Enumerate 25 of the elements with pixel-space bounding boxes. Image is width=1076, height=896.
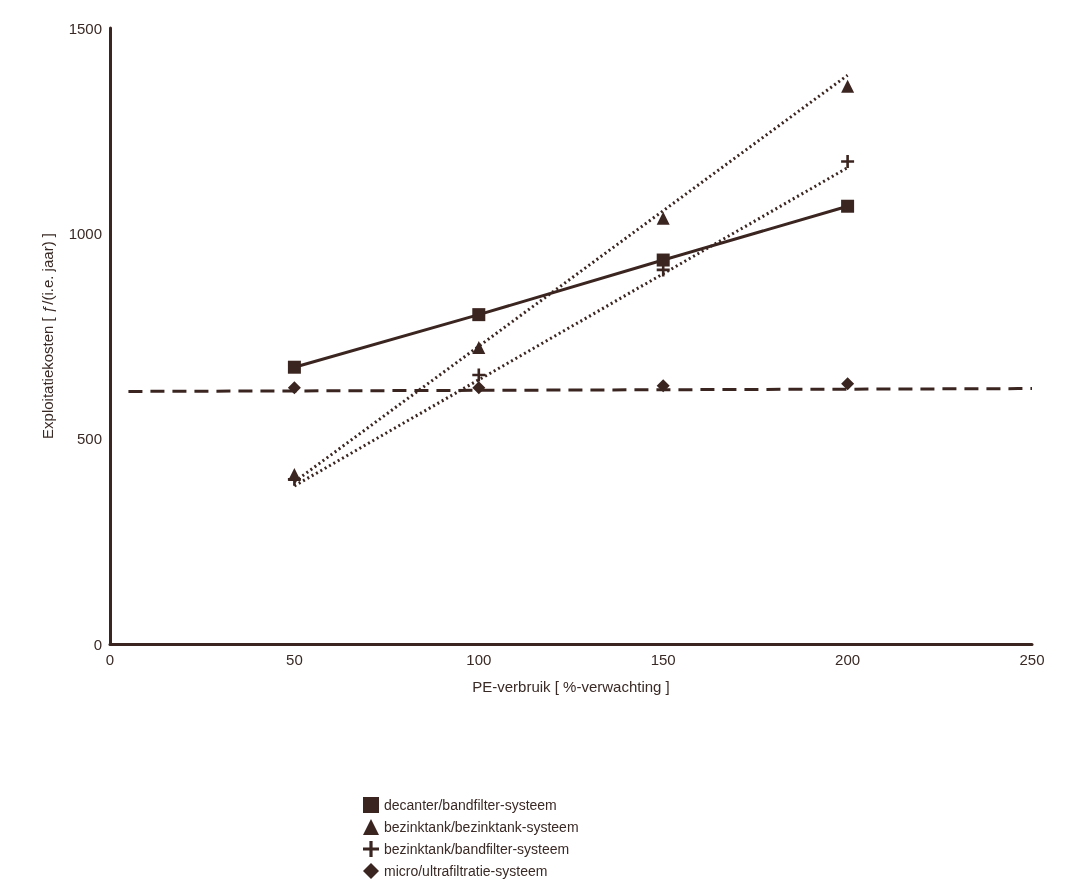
x-tick-label: 50 bbox=[286, 651, 303, 668]
x-tick-label: 200 bbox=[835, 651, 861, 668]
point bbox=[841, 199, 855, 213]
x-tick-label: 100 bbox=[466, 651, 492, 668]
legend-label: decanter/bandfilter-systeem bbox=[384, 797, 557, 813]
point bbox=[656, 253, 670, 267]
legend-label: micro/ultrafiltratie-systeem bbox=[384, 863, 548, 879]
y-tick-label: 1000 bbox=[68, 224, 102, 242]
point bbox=[841, 79, 855, 93]
point bbox=[841, 377, 855, 391]
x-axis-title: PE-verbruik [ %-verwachting ] bbox=[472, 678, 670, 695]
y-tick-label: 0 bbox=[93, 635, 102, 653]
point bbox=[287, 360, 301, 374]
x-tick-label: 0 bbox=[105, 651, 115, 668]
legend-label: bezinktank/bandfilter-systeem bbox=[384, 841, 570, 857]
y-axis-title: Exploitatiekosten [ ƒ/(i.e. jaar) ] bbox=[39, 233, 56, 439]
x-tick-label: 250 bbox=[1019, 651, 1045, 668]
point bbox=[656, 211, 670, 225]
legend-label: bezinktank/bezinktank-systeem bbox=[384, 819, 579, 835]
y-tick-label: 1500 bbox=[68, 19, 102, 37]
point bbox=[472, 368, 486, 382]
y-tick-label: 500 bbox=[76, 430, 102, 448]
point bbox=[472, 308, 486, 322]
x-tick-label: 150 bbox=[650, 651, 676, 668]
point bbox=[841, 154, 855, 168]
